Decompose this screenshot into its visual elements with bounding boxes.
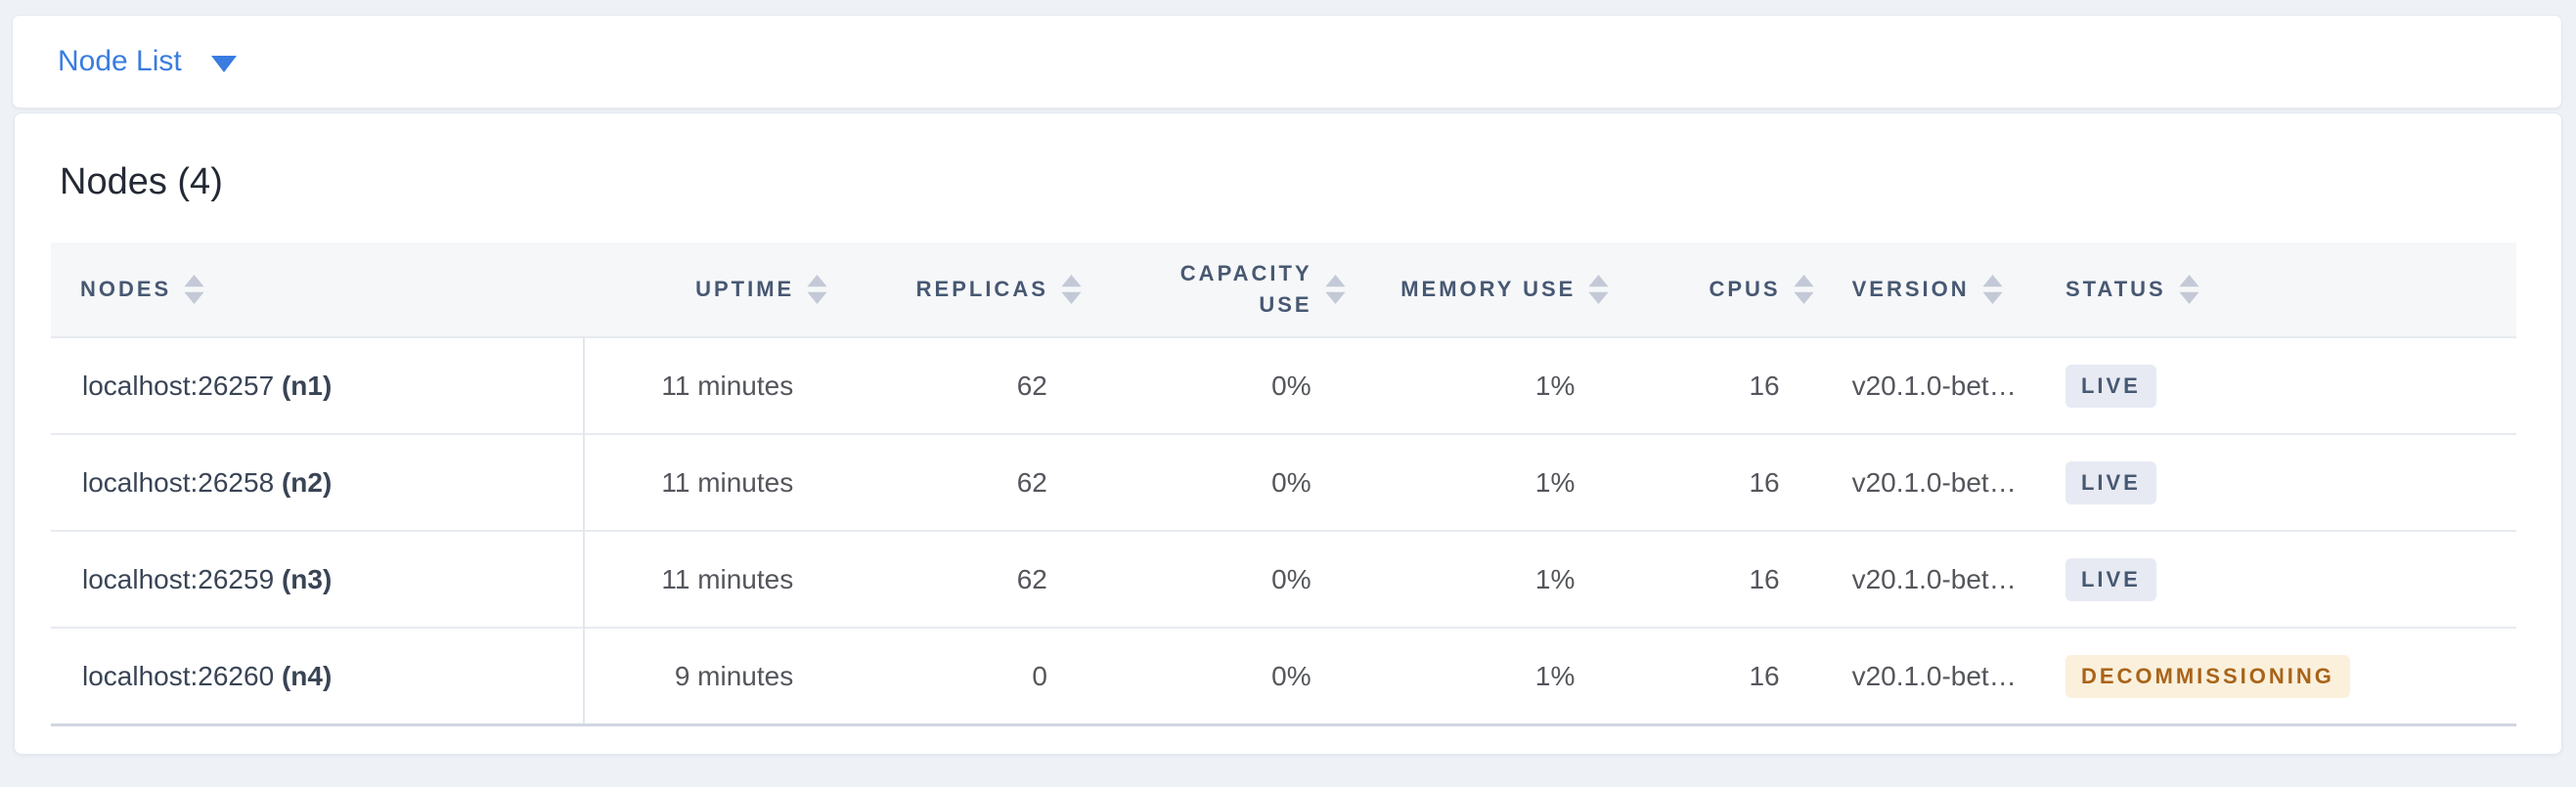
capacity-use-cell: 0% [1095,336,1360,434]
node-address: localhost:26259 [82,563,275,594]
replicas-cell: 62 [842,433,1096,531]
status-badge: DECOMMISSIONING [2065,654,2350,698]
version-cell: v20.1.0-bet… [1828,530,2048,628]
status-badge: LIVE [2065,364,2156,408]
version-cell: v20.1.0-bet… [1828,433,2048,531]
memory-use-cell: 1% [1359,530,1624,628]
column-header-label: REPLICAS [915,277,1048,302]
replicas-cell: 62 [842,530,1096,628]
cpus-cell: 16 [1623,530,1829,628]
status-badge: LIVE [2065,557,2156,601]
column-header-label: UPTIME [695,277,795,302]
status-cell: DECOMMISSIONING [2047,627,2516,726]
column-header[interactable]: VERSION [1828,242,2048,337]
node-id: (n3) [281,563,333,594]
node-address: localhost:26257 [82,370,275,401]
column-header[interactable]: CPUS [1623,242,1829,337]
node-id: (n1) [281,370,333,401]
sort-arrows-icon[interactable] [1587,275,1610,304]
sort-arrows-icon[interactable] [1060,275,1083,304]
sort-arrows-icon[interactable] [1793,275,1815,304]
table-row[interactable]: localhost:26260 (n4) 9 minutes 0 0% 1% 1… [51,627,2516,726]
column-header-label: VERSION [1851,277,1970,302]
node-id: (n4) [281,660,333,691]
cpus-cell: 16 [1623,336,1829,434]
status-cell: LIVE [2047,336,2516,434]
page-title: Nodes (4) [60,161,223,202]
status-badge: LIVE [2065,460,2156,504]
sort-arrows-icon[interactable] [1981,275,2004,304]
view-selector-bar: Node List [12,15,2562,109]
capacity-use-cell: 0% [1095,627,1360,726]
column-header[interactable]: MEMORY USE [1359,242,1624,337]
view-dropdown[interactable]: Node List [58,47,237,76]
uptime-cell: 11 minutes [583,433,843,531]
table-header-row: NODES UPTIME REPLICAS CAPACITY USE [51,242,2516,337]
node-address-cell[interactable]: localhost:26257 (n1) [51,336,585,434]
column-header-label: STATUS [2065,277,2166,302]
sort-arrows-icon[interactable] [2178,275,2200,304]
status-cell: LIVE [2047,433,2516,531]
capacity-use-cell: 0% [1095,530,1360,628]
sort-arrows-icon[interactable] [1324,275,1347,304]
node-address: localhost:26260 [82,660,275,691]
view-dropdown-label: Node List [58,45,182,77]
node-address: localhost:26258 [82,466,275,498]
table-row[interactable]: localhost:26257 (n1) 11 minutes 62 0% 1%… [51,336,2516,434]
cpus-cell: 16 [1623,433,1829,531]
column-header[interactable]: STATUS [2047,242,2516,337]
column-header-label: MEMORY USE [1400,277,1577,302]
node-address-cell[interactable]: localhost:26258 (n2) [51,433,585,531]
column-header[interactable]: UPTIME [583,242,843,337]
replicas-cell: 62 [842,336,1096,434]
memory-use-cell: 1% [1359,433,1624,531]
node-address-cell[interactable]: localhost:26259 (n3) [51,530,585,628]
column-header[interactable]: REPLICAS [842,242,1096,337]
column-header-label: NODES [80,277,172,302]
column-header-label: CAPACITY USE [1179,261,1312,317]
sort-arrows-icon[interactable] [806,275,828,304]
nodes-table: NODES UPTIME REPLICAS CAPACITY USE [51,242,2516,726]
column-header[interactable]: CAPACITY USE [1095,242,1360,337]
sort-arrows-icon[interactable] [183,275,205,304]
memory-use-cell: 1% [1359,627,1624,726]
column-header[interactable]: NODES [51,242,584,337]
node-address-cell[interactable]: localhost:26260 (n4) [51,627,585,726]
cpus-cell: 16 [1623,627,1829,726]
status-cell: LIVE [2047,530,2516,628]
table-row[interactable]: localhost:26258 (n2) 11 minutes 62 0% 1%… [51,433,2516,531]
column-header-label: CPUS [1709,277,1781,302]
uptime-cell: 11 minutes [583,336,843,434]
nodes-card: Nodes (4) NODES UPTIME REPLICAS [14,112,2562,755]
uptime-cell: 9 minutes [583,627,843,726]
chevron-down-icon [210,55,237,72]
version-cell: v20.1.0-bet… [1828,336,2048,434]
table-row[interactable]: localhost:26259 (n3) 11 minutes 62 0% 1%… [51,530,2516,628]
replicas-cell: 0 [842,627,1096,726]
version-cell: v20.1.0-bet… [1828,627,2048,726]
node-id: (n2) [281,466,333,498]
capacity-use-cell: 0% [1095,433,1360,531]
memory-use-cell: 1% [1359,336,1624,434]
uptime-cell: 11 minutes [583,530,843,628]
